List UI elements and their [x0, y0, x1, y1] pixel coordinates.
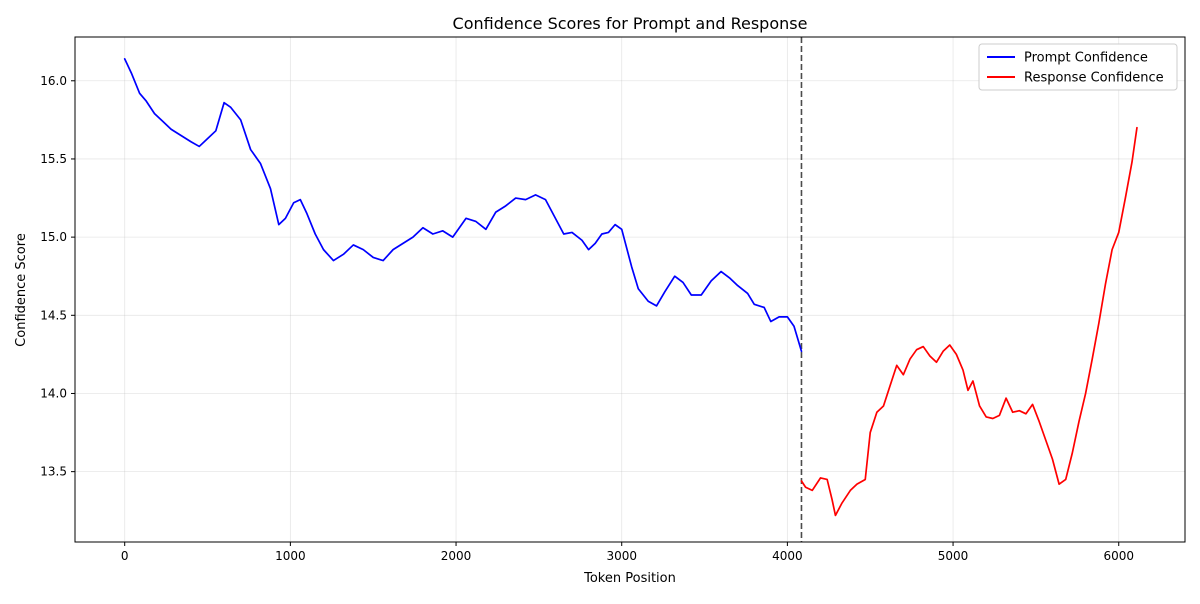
chart-title: Confidence Scores for Prompt and Respons… — [453, 14, 808, 33]
legend-box — [978, 43, 1178, 91]
x-tick-label: 1000 — [275, 549, 306, 563]
y-tick-label: 15.5 — [40, 152, 67, 166]
x-tick-label: 6000 — [1103, 549, 1134, 563]
x-tick-label: 2000 — [441, 549, 472, 563]
y-tick-label: 15.0 — [40, 230, 67, 244]
y-tick-label: 13.5 — [40, 465, 67, 479]
response-confidence-line — [800, 126, 1138, 517]
y-tick-label: 14.5 — [40, 308, 67, 322]
x-tick-label: 3000 — [606, 549, 637, 563]
y-axis-label: Confidence Score — [14, 233, 29, 347]
grid-layer — [75, 37, 1185, 542]
prompt-confidence-line — [123, 58, 803, 353]
x-axis-label: Token Position — [583, 571, 676, 586]
series-layer — [123, 58, 1138, 517]
legend-label-prompt: Prompt Confidence — [1024, 51, 1148, 66]
legend-label-response: Response Confidence — [1024, 71, 1164, 86]
x-tick-label: 4000 — [772, 549, 803, 563]
ticks-layer — [71, 80, 1120, 546]
x-tick-label: 0 — [121, 549, 129, 563]
y-tick-label: 14.0 — [40, 386, 67, 400]
x-tick-label: 5000 — [938, 549, 969, 563]
tick-labels-layer: 0 1000 2000 3000 4000 5000 6000 13.5 14.0 14.5 15.… — [40, 74, 1134, 563]
legend: Prompt Confidence Response Confidence — [978, 43, 1178, 91]
y-tick-label: 16.0 — [40, 74, 67, 88]
plot-area — [74, 36, 1186, 543]
